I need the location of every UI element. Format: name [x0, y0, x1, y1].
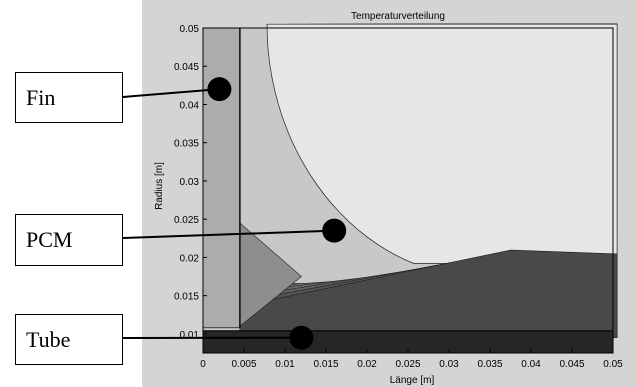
pcm-label: PCM [26, 227, 73, 252]
y-tick-label: 0.035 [174, 139, 199, 150]
callout-leader-line [122, 229, 335, 239]
x-tick-label: 0.025 [395, 359, 420, 370]
contour-band [266, 23, 618, 264]
y-tick-label: 0.01 [180, 330, 200, 341]
callout-marker [322, 218, 347, 243]
y-tick-label: 0.02 [180, 253, 200, 264]
y-tick-label: 0.03 [180, 177, 200, 188]
x-tick-label: 0.02 [357, 359, 377, 370]
y-tick-label: 0.05 [180, 24, 200, 35]
callout-marker [207, 77, 232, 102]
fin-label-box: Fin [15, 72, 123, 123]
contour-plot [202, 23, 618, 354]
y-axis-label: Radius [m] [154, 162, 165, 210]
x-tick-label: 0.015 [313, 359, 338, 370]
axis-ticks: 0 0.005 0.01 0.015 0.02 0.025 0.03 0.035 0.04 0.0… [174, 24, 623, 370]
x-tick-label: 0.04 [521, 359, 541, 370]
x-tick-label: 0 [200, 359, 206, 370]
fin-label: Fin [26, 84, 56, 110]
x-tick-label: 0.01 [275, 359, 295, 370]
tube-label: Tube [26, 326, 71, 352]
x-tick-label: 0.045 [559, 359, 584, 370]
y-tick-label: 0.015 [174, 292, 199, 303]
y-tick-label: 0.025 [174, 215, 199, 226]
tube-label-box: Tube [15, 314, 123, 365]
x-tick-label: 0.035 [477, 359, 502, 370]
y-tick-label: 0.04 [180, 100, 200, 111]
chart-title: Temperaturverteilung [351, 11, 445, 22]
fin-region [202, 27, 241, 329]
pcm-label-box: PCM [15, 214, 123, 266]
y-tick-label: 0.045 [174, 62, 199, 73]
region-callouts [122, 77, 347, 350]
x-tick-label: 0.03 [439, 359, 459, 370]
x-axis-label: Länge [m] [390, 375, 435, 386]
callout-marker [289, 325, 314, 350]
x-tick-label: 0.005 [231, 359, 256, 370]
x-tick-label: 0.05 [603, 359, 623, 370]
callout-leader-line [122, 88, 220, 98]
